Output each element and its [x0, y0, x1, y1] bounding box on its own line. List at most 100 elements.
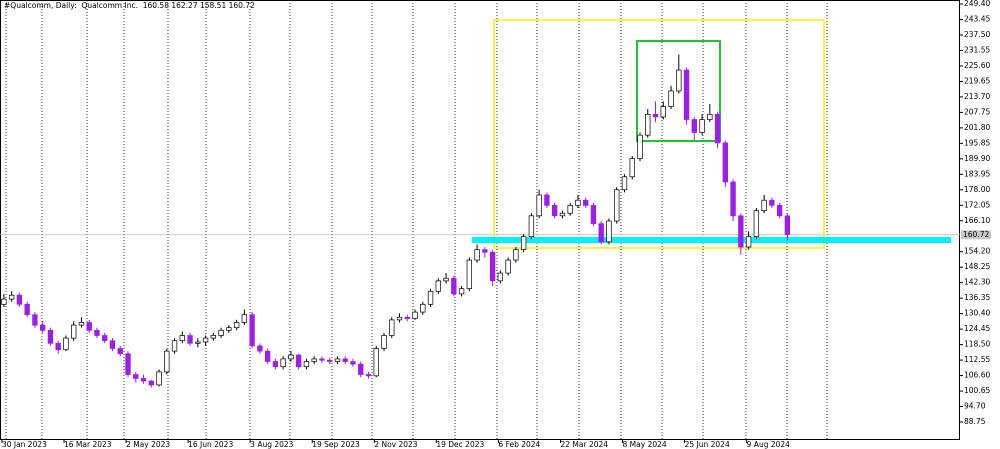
x-tick-label: 30 Jan 2023: [2, 440, 47, 449]
x-tick-label: 9 Aug 2024: [747, 440, 790, 449]
y-tick-label: 154.20: [964, 247, 990, 256]
candle-body: [94, 329, 100, 336]
x-tick-label: 8 May 2024: [623, 440, 667, 449]
x-tick-label: 25 Jun 2024: [685, 440, 730, 449]
candle-body: [761, 199, 767, 211]
candle-body: [683, 69, 690, 120]
candle-body: [606, 220, 612, 243]
candle-body: [420, 303, 426, 313]
y-tick-label: 178.00: [964, 185, 990, 194]
y-tick-label: 225.60: [964, 61, 990, 70]
plot-frame: [0, 0, 960, 440]
last-price-box: [961, 230, 991, 240]
support-zone: [472, 237, 951, 243]
candle-body: [303, 361, 310, 368]
candle-body: [179, 335, 185, 342]
candle-body: [730, 181, 736, 217]
candle-body: [614, 189, 620, 222]
candle-body: [544, 194, 550, 206]
candle-body: [381, 335, 387, 349]
y-tick-label: 231.55: [964, 45, 990, 54]
candle-body: [264, 350, 271, 362]
y-tick-label: 189.90: [964, 154, 990, 163]
candle-body: [528, 215, 535, 237]
candle-body: [645, 113, 651, 136]
candle-body: [699, 119, 705, 133]
y-tick-label: 207.75: [964, 107, 990, 116]
candle-body: [676, 69, 682, 92]
candle-body: [769, 199, 775, 206]
candle-body: [78, 322, 85, 326]
candles: [1, 54, 791, 388]
y-tick-label: 136.35: [964, 293, 990, 302]
candle-body: [738, 215, 744, 248]
y-tick-label: 172.05: [964, 200, 990, 209]
y-tick-label: 100.65: [964, 386, 990, 395]
candle-body: [520, 236, 527, 250]
candle-body: [319, 358, 325, 361]
candle-body: [365, 374, 372, 377]
candle-body: [257, 345, 263, 352]
candle-body: [707, 113, 713, 120]
candle-body: [629, 158, 635, 178]
candle-body: [776, 205, 783, 217]
candle-body: [195, 341, 201, 344]
candle-body: [63, 337, 69, 351]
candle-body: [249, 314, 255, 347]
candle-body: [443, 277, 449, 282]
candle-body: [233, 322, 240, 329]
candle-body: [47, 329, 54, 344]
candle-body: [140, 378, 147, 382]
y-tick-label: 213.70: [964, 92, 990, 101]
x-tick-label: 2 Nov 2023: [374, 440, 417, 449]
candle-body: [156, 371, 162, 386]
y-tick-label: 106.60: [964, 371, 990, 380]
candle-body: [466, 259, 473, 290]
x-tick-label: 6 Feb 2024: [498, 440, 540, 449]
candle-body: [714, 113, 721, 144]
candle-body: [102, 335, 108, 342]
candle-body: [280, 358, 286, 368]
candle-body: [497, 272, 504, 282]
candle-body: [358, 363, 364, 375]
y-tick-label: 201.80: [964, 123, 990, 132]
candle-body: [350, 361, 356, 365]
candle-body: [412, 311, 418, 319]
candle-body: [598, 223, 604, 243]
x-tick-label: 3 Aug 2023: [250, 440, 293, 449]
x-tick-label: 22 Mar 2024: [560, 440, 608, 449]
x-tick-label: 19 Sep 2023: [312, 440, 360, 449]
candle-body: [133, 374, 139, 379]
period-separators: [5, 0, 828, 440]
candle-body: [427, 290, 434, 305]
candle-body: [202, 337, 209, 343]
y-tick-label: 148.25: [964, 262, 990, 271]
y-tick-label: 183.95: [964, 169, 990, 178]
candle-body: [559, 212, 566, 217]
y-tick-label: 118.50: [964, 340, 990, 349]
candle-body: [187, 335, 193, 344]
x-tick-label: 2 May 2023: [126, 440, 170, 449]
candle-body: [16, 294, 23, 305]
candle-body: [39, 324, 46, 331]
candle-body: [668, 90, 674, 107]
y-tick-label: 124.45: [964, 324, 990, 333]
x-tick-label: 16 Mar 2023: [64, 440, 112, 449]
candle-body: [164, 350, 170, 373]
y-tick-label: 88.75: [964, 417, 986, 426]
candle-body: [327, 359, 333, 362]
candle-body: [451, 277, 457, 295]
candle-body: [125, 353, 131, 375]
candle-body: [148, 380, 154, 386]
candle-body: [513, 249, 519, 261]
candle-body: [505, 259, 511, 274]
candle-body: [24, 303, 30, 316]
yellow-range-box: [493, 19, 825, 249]
candle-body: [71, 324, 77, 339]
candle-body: [311, 358, 317, 362]
candle-body: [652, 113, 659, 118]
candle-body: [109, 340, 116, 349]
candle-body: [218, 329, 224, 336]
candle-body: [482, 249, 488, 253]
candle-body: [753, 210, 760, 237]
